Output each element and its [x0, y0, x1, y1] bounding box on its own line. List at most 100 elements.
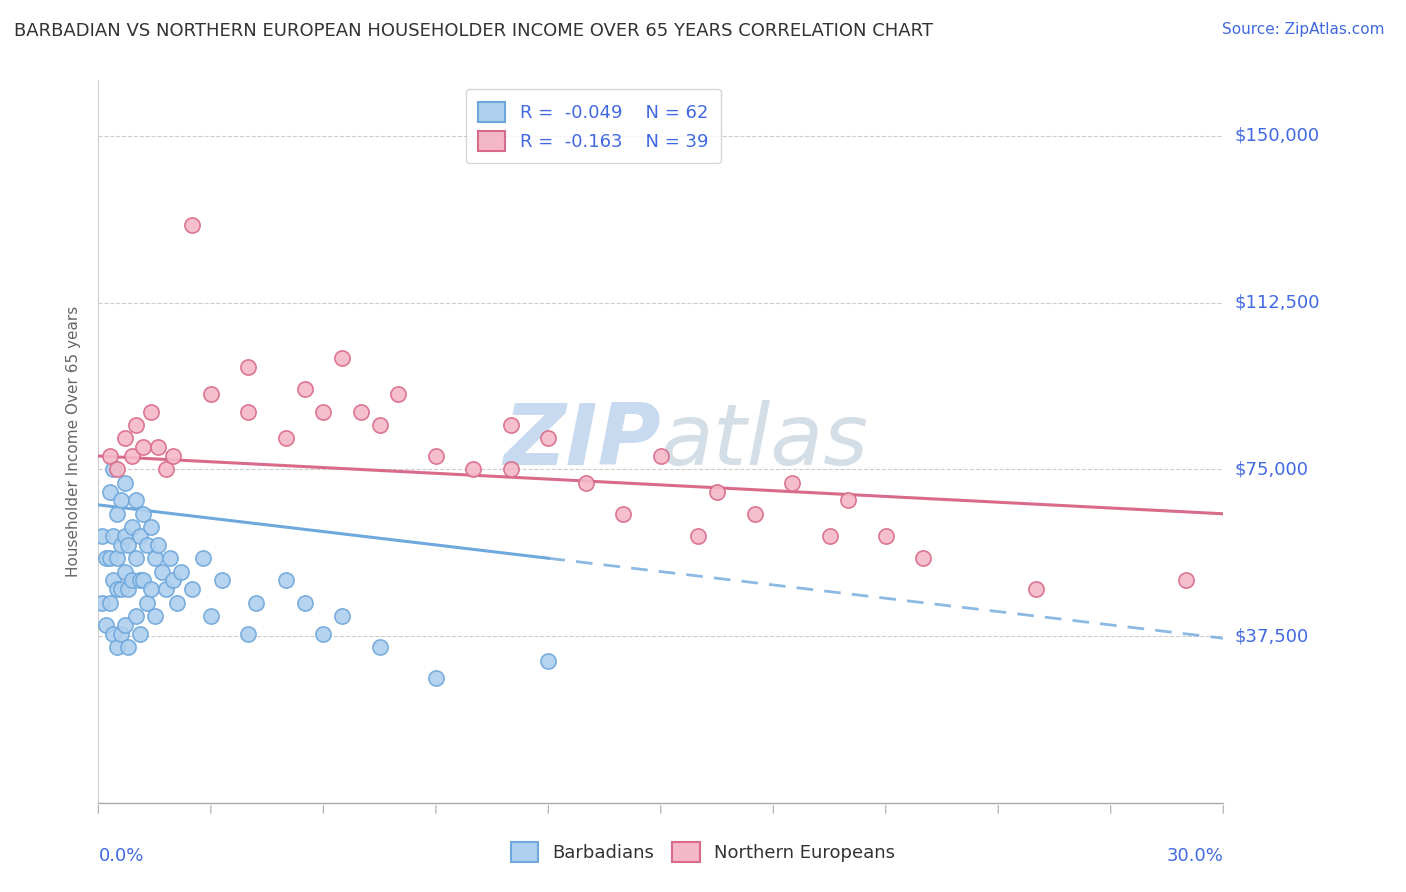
Point [98, 551, 121, 566]
Point [200, 386, 222, 401]
Point [875, 529, 897, 543]
Point [132, 507, 155, 521]
Point [148, 440, 170, 454]
Point [181, 582, 204, 597]
Point [110, 627, 132, 641]
Point [143, 609, 166, 624]
Point [166, 596, 188, 610]
Point [128, 627, 150, 641]
Point [121, 449, 143, 463]
Point [312, 627, 335, 641]
Point [200, 609, 222, 624]
Point [159, 551, 181, 566]
Point [91, 596, 114, 610]
Point [162, 574, 184, 588]
Point [110, 538, 132, 552]
Point [103, 627, 125, 641]
Point [537, 653, 560, 667]
Text: Source: ZipAtlas.com: Source: ZipAtlas.com [1222, 22, 1385, 37]
Text: $150,000: $150,000 [1234, 127, 1320, 145]
Point [350, 404, 373, 418]
Point [91, 529, 114, 543]
Point [463, 462, 485, 476]
Point [98, 484, 121, 499]
Point [94, 551, 117, 566]
Text: 30.0%: 30.0% [1167, 847, 1223, 865]
Point [181, 218, 204, 232]
Text: $75,000: $75,000 [1234, 460, 1309, 478]
Point [706, 484, 728, 499]
Point [238, 404, 260, 418]
Point [211, 574, 233, 588]
Point [425, 671, 447, 685]
Point [650, 449, 672, 463]
Point [105, 462, 128, 476]
Legend: Barbadians, Northern Europeans: Barbadians, Northern Europeans [503, 835, 903, 870]
Point [818, 529, 841, 543]
Point [132, 440, 155, 454]
Point [103, 574, 125, 588]
Point [125, 417, 148, 432]
Point [110, 582, 132, 597]
Point [499, 462, 522, 476]
Point [128, 529, 150, 543]
Point [117, 582, 139, 597]
Point [312, 404, 335, 418]
Point [425, 449, 447, 463]
Point [103, 462, 125, 476]
Point [193, 551, 215, 566]
Point [143, 551, 166, 566]
Text: ZIP: ZIP [503, 400, 661, 483]
Point [537, 431, 560, 445]
Point [499, 417, 522, 432]
Point [114, 475, 136, 490]
Point [274, 574, 297, 588]
Point [612, 507, 634, 521]
Point [294, 596, 316, 610]
Point [132, 574, 155, 588]
Point [1174, 574, 1197, 588]
Point [688, 529, 710, 543]
Point [912, 551, 935, 566]
Point [125, 493, 148, 508]
Point [387, 386, 409, 401]
Point [117, 538, 139, 552]
Point [150, 565, 173, 579]
Point [155, 462, 177, 476]
Point [368, 417, 391, 432]
Point [575, 475, 598, 490]
Point [136, 596, 159, 610]
Point [105, 507, 128, 521]
Point [780, 475, 803, 490]
Text: BARBADIAN VS NORTHERN EUROPEAN HOUSEHOLDER INCOME OVER 65 YEARS CORRELATION CHAR: BARBADIAN VS NORTHERN EUROPEAN HOUSEHOLD… [14, 22, 934, 40]
Point [155, 582, 177, 597]
Point [105, 640, 128, 655]
Point [94, 618, 117, 632]
Point [114, 565, 136, 579]
Point [294, 382, 316, 396]
Point [125, 551, 148, 566]
Point [245, 596, 267, 610]
Point [105, 582, 128, 597]
Point [744, 507, 766, 521]
Point [170, 565, 193, 579]
Point [98, 596, 121, 610]
Point [105, 551, 128, 566]
Point [98, 449, 121, 463]
Point [125, 609, 148, 624]
Point [238, 360, 260, 375]
Point [837, 493, 859, 508]
Point [121, 520, 143, 534]
Point [117, 640, 139, 655]
Text: Householder Income Over 65 years: Householder Income Over 65 years [66, 306, 82, 577]
Point [121, 574, 143, 588]
Point [148, 538, 170, 552]
Text: $112,500: $112,500 [1234, 293, 1320, 311]
Point [368, 640, 391, 655]
Point [238, 627, 260, 641]
Point [139, 582, 162, 597]
Point [330, 609, 353, 624]
Text: $37,500: $37,500 [1234, 627, 1309, 645]
Point [114, 529, 136, 543]
Legend: R =  -0.049    N = 62, R =  -0.163    N = 39: R = -0.049 N = 62, R = -0.163 N = 39 [465, 89, 721, 163]
